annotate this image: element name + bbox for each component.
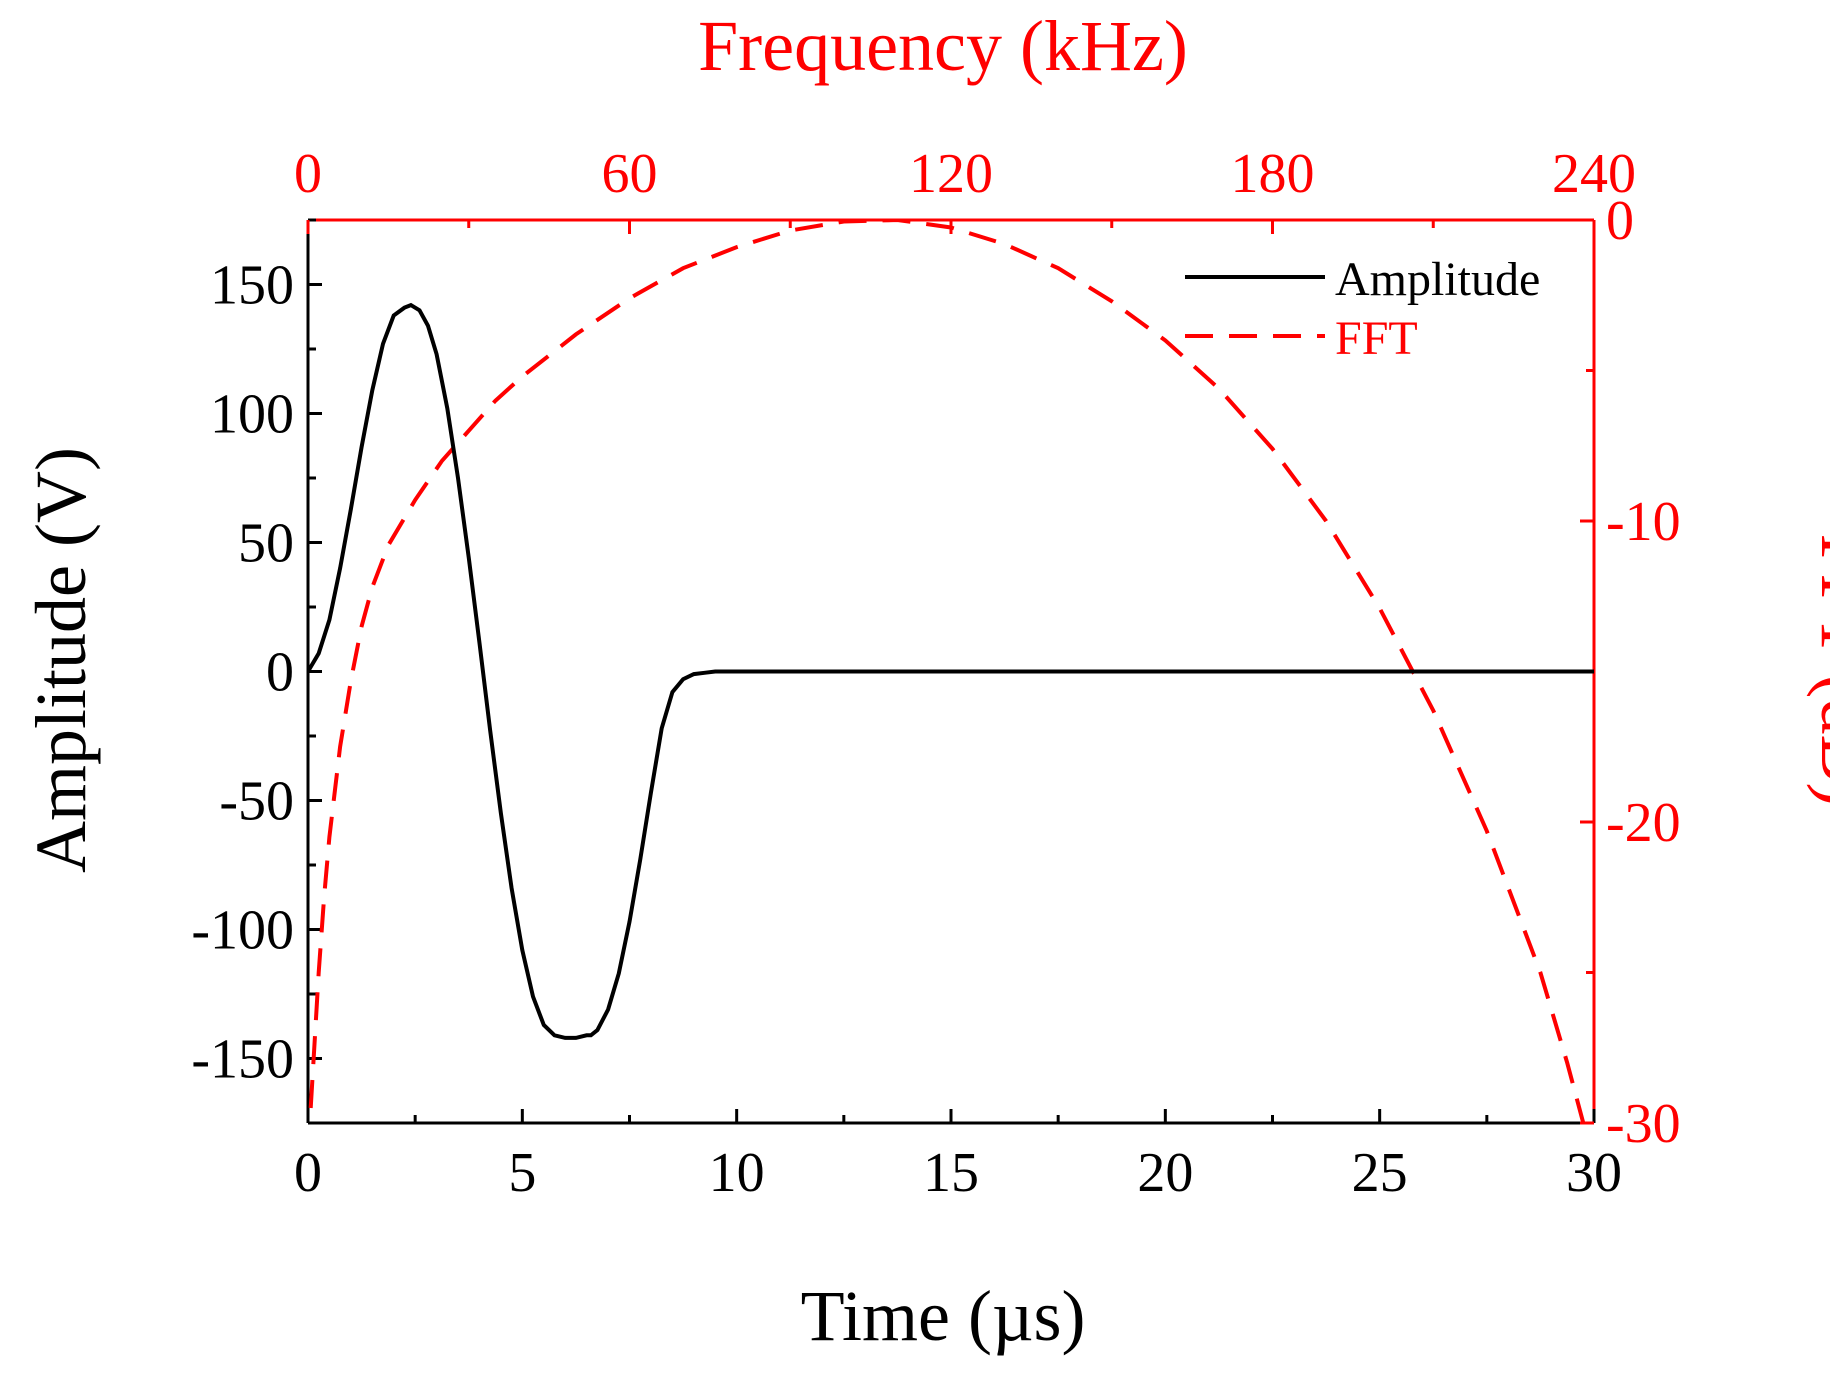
y-tick-label: -100 (191, 900, 294, 962)
y2-tick-label: 0 (1606, 190, 1634, 252)
x-tick-label: 0 (294, 1142, 322, 1204)
y-tick-label: 100 (210, 384, 294, 446)
x2-tick-label: 180 (1231, 143, 1315, 205)
x-tick-label: 20 (1137, 1142, 1193, 1204)
y-tick-label: 0 (266, 642, 294, 704)
fft-series-line (308, 220, 1586, 1123)
legend: Amplitude FFT (1185, 253, 1540, 365)
y-tick-label: -150 (191, 1029, 294, 1091)
x2-axis-title: Frequency (kHz) (698, 6, 1188, 86)
x-tick-label: 5 (508, 1142, 536, 1204)
x2-tick-label: 240 (1552, 143, 1636, 205)
x2-tick-label: 120 (909, 143, 993, 205)
legend-fft-label: FFT (1335, 312, 1418, 365)
amplitude-series-line (308, 302, 1594, 1040)
y-axis-title: Amplitude (V) (21, 447, 101, 873)
y-tick-label: 150 (210, 255, 294, 317)
y2-tick-label: -30 (1606, 1093, 1681, 1155)
x-tick-label: 30 (1566, 1142, 1622, 1204)
x-tick-label: 25 (1352, 1142, 1408, 1204)
y2-tick-label: -20 (1606, 792, 1681, 854)
x2-tick-label: 0 (294, 143, 322, 205)
x-axis-title: Time (µs) (801, 1276, 1086, 1356)
x2-tick-label: 60 (602, 143, 658, 205)
y2-axis-title: FFT (dB) (1806, 534, 1830, 807)
y-tick-label: 50 (238, 513, 294, 575)
y2-tick-label: -10 (1606, 491, 1681, 553)
legend-amplitude-label: Amplitude (1335, 253, 1540, 306)
y-tick-label: -50 (219, 771, 294, 833)
x-tick-label: 15 (923, 1142, 979, 1204)
x-tick-label: 10 (709, 1142, 765, 1204)
